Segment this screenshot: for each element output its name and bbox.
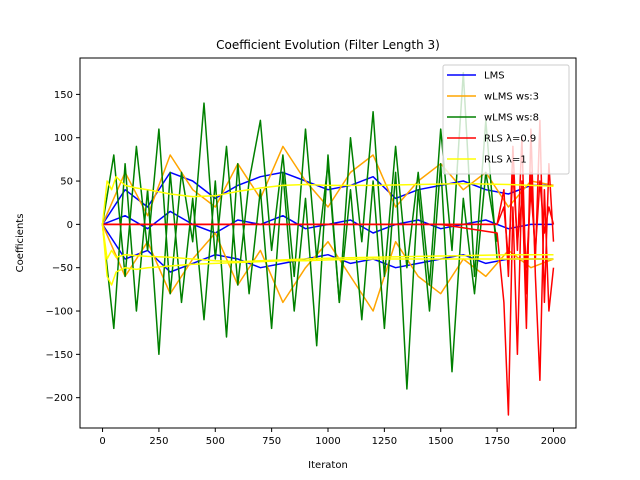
series-line — [101, 224, 554, 286]
legend-label: LMS — [484, 71, 505, 82]
y-tick-label: 100 — [54, 133, 73, 144]
legend-box — [442, 64, 570, 175]
x-tick-label: 2000 — [541, 436, 566, 447]
legend-label: RLS λ=1 — [484, 155, 527, 166]
x-tick-label: 0 — [99, 436, 105, 447]
x-tick-label: 250 — [149, 436, 168, 447]
legend-label: RLS λ=0.9 — [484, 134, 536, 145]
series-4 — [101, 175, 554, 286]
x-tick-label: 1000 — [315, 436, 340, 447]
chart-title: Coefficient Evolution (Filter Length 3) — [216, 38, 440, 52]
x-tick-label: 1500 — [428, 436, 453, 447]
series-layer — [101, 71, 555, 416]
y-tick-label: 0 — [67, 220, 73, 231]
y-tick-label: −200 — [46, 393, 73, 404]
x-tick-label: 750 — [262, 436, 281, 447]
y-tick-label: 50 — [60, 177, 73, 188]
y-tick-label: −50 — [52, 263, 73, 274]
y-axis-label: Coefficients — [15, 214, 26, 273]
legend: LMS wLMS ws:3 wLMS ws:8 RLS λ=0.9 RLS λ=1 — [442, 64, 570, 175]
x-axis: 0 250 500 750 1000 1250 1500 1750 2000 — [99, 428, 566, 447]
x-tick-label: 500 — [206, 436, 225, 447]
series-1 — [101, 145, 554, 312]
series-line — [101, 154, 498, 390]
legend-label: wLMS ws:8 — [484, 113, 539, 124]
series-line — [101, 224, 554, 312]
series-line — [101, 175, 554, 225]
series-line — [102, 171, 555, 269]
x-tick-label: 1250 — [372, 436, 397, 447]
x-axis-label: Iteraton — [308, 460, 348, 471]
y-tick-label: 150 — [54, 90, 73, 101]
series-line — [101, 171, 554, 225]
y-axis: −200 −150 −100 −50 0 50 100 150 — [46, 90, 80, 404]
y-tick-label: −150 — [46, 350, 73, 361]
series-line — [101, 224, 554, 263]
legend-label: wLMS ws:3 — [484, 92, 539, 103]
y-tick-label: −100 — [46, 307, 73, 318]
x-tick-label: 1750 — [484, 436, 509, 447]
series-line — [101, 145, 554, 225]
